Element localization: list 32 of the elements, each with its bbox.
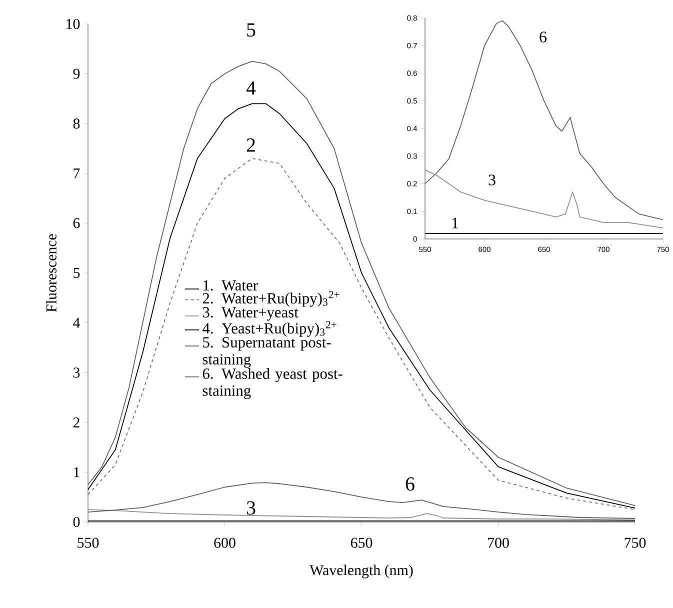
line-series — [424, 169, 664, 228]
legend-label: 5. Supernatant post-staining — [202, 337, 331, 368]
y-tick-label: 9 — [73, 68, 80, 79]
x-axis-title: Wavelength (nm) — [310, 564, 413, 578]
legend-label: 4. Yeast+Ru(bipy)$_{3}$2+ — [202, 321, 336, 337]
legend-label: 1. Water — [204, 280, 258, 291]
y-tick-label: 0 — [73, 516, 80, 528]
x-tick-label: 550 — [78, 538, 99, 548]
legend-label: 3. Water+yeast — [202, 307, 298, 321]
y-axis-title: Fluorescence — [46, 234, 56, 312]
y-tick-label: 1 — [74, 467, 80, 478]
y-tick-label: 6 — [73, 218, 80, 228]
x-tick-label: 700 — [488, 538, 509, 548]
y-tick-label: 5 — [74, 268, 80, 278]
annotation: 3 — [246, 501, 256, 515]
y-tick-label: 7 — [74, 168, 80, 178]
annotation: 2 — [246, 138, 255, 152]
y-tick-label: 2 — [73, 417, 80, 428]
annotation: 4 — [246, 81, 256, 95]
annotation: 1 — [452, 218, 458, 228]
legend-label: 2. Water+Ru(bipy)$_{3}$2+ — [202, 291, 340, 307]
x-tick-label: 600 — [214, 538, 236, 548]
x-tick-label: 650 — [350, 538, 372, 548]
annotation: 3 — [488, 174, 496, 186]
y-tick-label: 3 — [73, 368, 80, 378]
annotation: 6 — [540, 32, 547, 42]
x-tick-label: 750 — [624, 538, 646, 548]
y-tick-label: 8 — [73, 118, 80, 129]
y-tick-label: 10 — [66, 18, 80, 30]
annotation: 5 — [247, 23, 256, 37]
legend-label: 6. Washed yeast post-staining — [202, 368, 342, 400]
y-tick-label: 4 — [73, 318, 80, 328]
